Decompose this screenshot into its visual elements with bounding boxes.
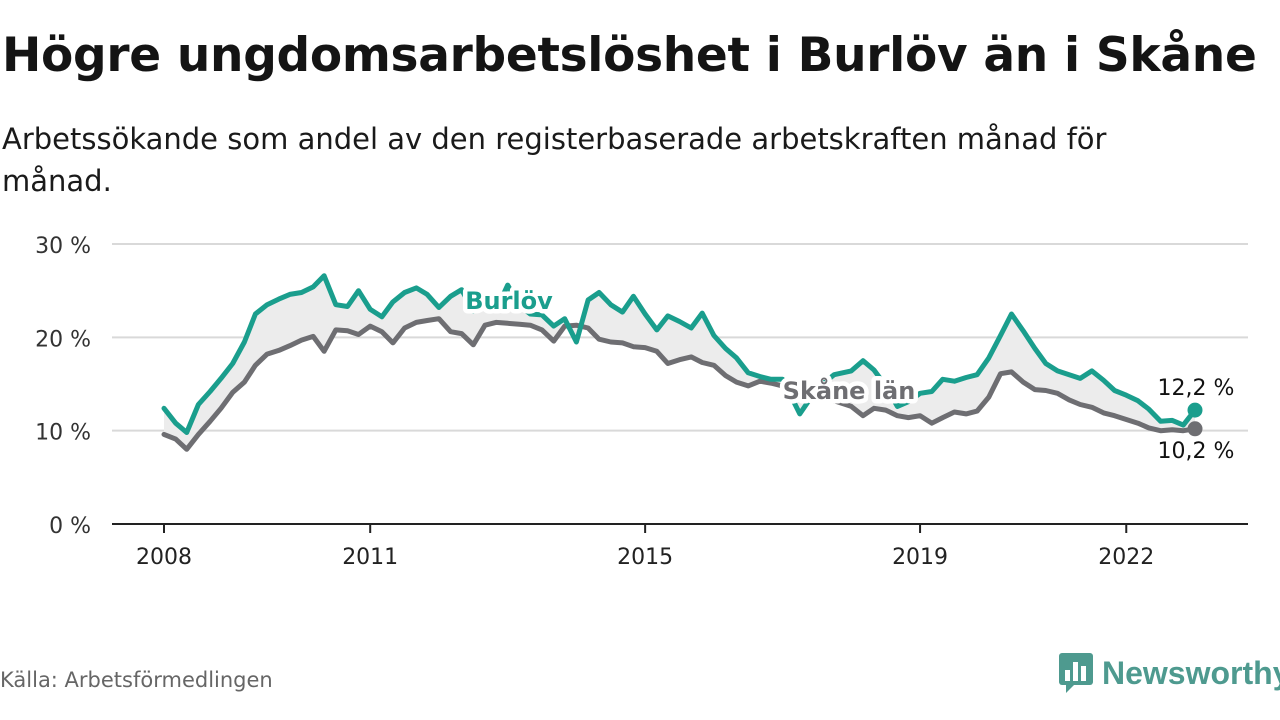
y-tick-label: 10 % <box>35 421 91 446</box>
x-tick-label: 2011 <box>342 545 398 570</box>
end-value-label-skane-halo: 10,2 % <box>1158 439 1235 464</box>
end-point-burlov <box>1187 402 1203 418</box>
newsworthy-logo-icon <box>1059 653 1093 693</box>
end-value-label-burlov: 12,2 % <box>1158 376 1235 401</box>
series-label-burlov: Burlöv <box>465 287 553 315</box>
series-line-skane <box>161 316 1198 452</box>
series-label-burlov-halo: Burlöv <box>465 287 553 315</box>
axes: 2008 2011 2015 2019 2022 <box>112 523 1248 570</box>
x-tick-label: 2019 <box>892 545 948 570</box>
chart-subtitle: Arbetssökande som andel av den registerb… <box>2 122 1107 198</box>
end-value-label-burlov-halo: 12,2 % <box>1158 376 1235 401</box>
series-label-skane: Skåne län <box>783 376 916 405</box>
difference-band <box>164 275 1195 450</box>
line-chart: 0 % 10 % 20 % 30 % 2008 2011 2015 2019 2022 Bur… <box>35 234 1248 570</box>
end-point-skane <box>1187 421 1203 437</box>
x-tick-label: 2022 <box>1098 545 1154 570</box>
brand-name: Newsworthy <box>1102 654 1280 691</box>
y-tick-label: 0 % <box>49 514 91 539</box>
series-label-skane-halo: Skåne län <box>783 376 916 405</box>
y-tick-label: 30 % <box>35 234 91 259</box>
source-note: Källa: Arbetsförmedlingen <box>0 668 273 692</box>
x-tick-label: 2015 <box>617 545 673 570</box>
series-line-burlov <box>161 273 1198 435</box>
brand-logo: Newsworthy <box>1058 652 1280 694</box>
end-value-label-skane: 10,2 % <box>1158 439 1235 464</box>
y-tick-label: 20 % <box>35 327 91 352</box>
chart-title: Högre ungdomsarbetslöshet i Burlöv än i … <box>2 28 1257 83</box>
x-tick-label: 2008 <box>136 545 192 570</box>
series-lines <box>161 273 1203 452</box>
